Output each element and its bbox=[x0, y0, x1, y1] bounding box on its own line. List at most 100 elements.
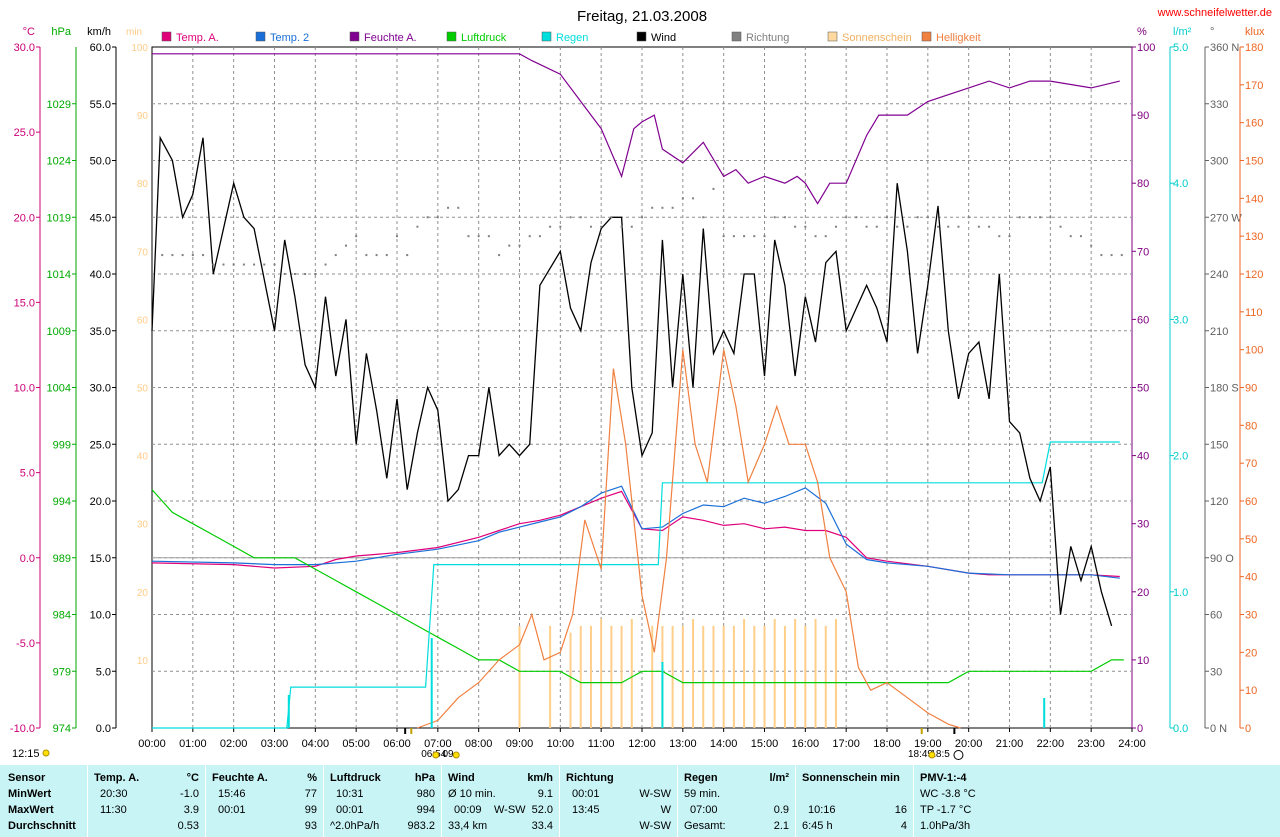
wind-tick-label: 10.0 bbox=[90, 610, 111, 622]
stats-temp: Temp. A. °C 20:30 -1.0 11:30 3.9 0.53 bbox=[88, 765, 206, 837]
x-tick-label: 00:00 bbox=[138, 738, 166, 750]
direction-point bbox=[804, 225, 807, 228]
direction-point bbox=[559, 225, 562, 228]
pressure-tick-label: 989 bbox=[53, 553, 71, 565]
legend-label: Temp. 2 bbox=[270, 32, 309, 44]
direction-point bbox=[610, 216, 613, 219]
sunshine-tick-label: 60 bbox=[137, 315, 149, 326]
x-tick-label: 21:00 bbox=[996, 738, 1024, 750]
stats-humidity: Feuchte A. % 15:46 77 00:01 99 93 bbox=[206, 765, 324, 837]
direction-point bbox=[834, 225, 837, 228]
pressure-avg: 983.2 bbox=[407, 820, 435, 832]
direction-point bbox=[436, 216, 439, 219]
direction-point bbox=[671, 206, 674, 209]
sun-total-time: 6:45 h bbox=[802, 820, 833, 832]
moon-icon bbox=[953, 750, 964, 760]
x-tick-label: 05:00 bbox=[342, 738, 370, 750]
stats-rowlabels: Sensor MinWert MaxWert Durchschnitt bbox=[0, 765, 88, 837]
humidity-tick-label: 60 bbox=[1137, 314, 1149, 326]
direction-point bbox=[181, 254, 184, 257]
direction-point bbox=[753, 235, 756, 238]
direction-point bbox=[202, 254, 205, 257]
wind-min: 9.1 bbox=[537, 788, 553, 800]
direction-point bbox=[365, 254, 368, 257]
direction-point bbox=[191, 254, 194, 257]
direction-tick-label: 150 bbox=[1210, 439, 1228, 451]
temp-avg: 0.53 bbox=[177, 820, 199, 832]
temp-min-time: 20:30 bbox=[100, 788, 128, 800]
sun-icon bbox=[452, 751, 460, 759]
pressure-tick-label: 1009 bbox=[47, 326, 71, 338]
wind-max-dir: W-SW bbox=[494, 804, 526, 816]
temp-max: 3.9 bbox=[183, 804, 199, 816]
pressure-tick-label: 1029 bbox=[47, 99, 71, 111]
direction-point bbox=[467, 235, 470, 238]
direction-point bbox=[498, 254, 501, 257]
direction-point bbox=[794, 225, 797, 228]
direction-tick-label: 60 bbox=[1210, 610, 1222, 622]
humidity-tick-label: 20 bbox=[1137, 587, 1149, 599]
sunshine-tick-label: 20 bbox=[137, 588, 149, 599]
rain-axis-unit: l/m² bbox=[1173, 26, 1192, 38]
direction-point bbox=[630, 225, 633, 228]
wind-tick-label: 15.0 bbox=[90, 553, 111, 565]
direction-tick-label: 30 bbox=[1210, 666, 1222, 678]
pmv-wc: WC -3.8 °C bbox=[920, 788, 976, 800]
rain-max-time: 07:00 bbox=[690, 804, 718, 816]
pressure-min-time: 10:31 bbox=[336, 788, 364, 800]
direction-point bbox=[263, 263, 266, 266]
humidity-unit: % bbox=[307, 772, 317, 784]
temp-tick-label: 10.0 bbox=[14, 383, 35, 395]
direction-header: Richtung bbox=[566, 772, 614, 784]
x-tick-label: 16:00 bbox=[792, 738, 820, 750]
x-tick-label: 01:00 bbox=[179, 738, 207, 750]
sunshine-tick-label: 50 bbox=[137, 384, 149, 395]
direction-avg: W-SW bbox=[639, 820, 671, 832]
stats-panel: Sensor MinWert MaxWert Durchschnitt Temp… bbox=[0, 765, 1280, 837]
wind-max: 52.0 bbox=[531, 804, 553, 816]
stats-pmv: PMV-1:-4 WC -3.8 °C TP -1.7 °C 1.0hPa/3h bbox=[914, 765, 1280, 837]
humidity-tick-label: 80 bbox=[1137, 178, 1149, 190]
chart-title: Freitag, 21.03.2008 bbox=[577, 8, 707, 25]
direction-point bbox=[579, 216, 582, 219]
legend-label: Sonnenschein bbox=[842, 32, 912, 44]
direction-tick-label: 360 N bbox=[1210, 42, 1239, 54]
site-link[interactable]: www.schneifelwetter.de bbox=[1157, 7, 1272, 19]
series-line-temp-a bbox=[151, 490, 1120, 578]
temp-tick-label: 20.0 bbox=[14, 212, 35, 224]
legend-label: Richtung bbox=[746, 32, 789, 44]
legend-swatch bbox=[827, 31, 838, 42]
brightness-tick-label: 100 bbox=[1245, 345, 1263, 357]
x-tick-label: 17:00 bbox=[832, 738, 860, 750]
direction-point bbox=[722, 235, 725, 238]
direction-tick-label: 240 bbox=[1210, 269, 1228, 281]
pressure-tick-label: 999 bbox=[53, 439, 71, 451]
brightness-tick-label: 10 bbox=[1245, 685, 1257, 697]
direction-point bbox=[212, 263, 215, 266]
x-tick-label: 11:00 bbox=[588, 738, 615, 750]
brightness-tick-label: 50 bbox=[1245, 534, 1257, 546]
pressure-tick-label: 994 bbox=[53, 496, 71, 508]
direction-max: W bbox=[660, 804, 671, 816]
stats-sun: Sonnenschein min 10:16 16 6:45 h 4 bbox=[796, 765, 914, 837]
humidity-max-time: 00:01 bbox=[218, 804, 246, 816]
sunrise-icon bbox=[432, 751, 440, 759]
direction-point bbox=[528, 235, 531, 238]
sun-marker-label: 18:49 bbox=[908, 749, 933, 760]
sunshine-tick-label: 90 bbox=[137, 111, 149, 122]
rain-unit: l/m² bbox=[769, 772, 789, 784]
wind-tick-label: 40.0 bbox=[90, 269, 111, 281]
direction-point bbox=[253, 263, 256, 266]
direction-point bbox=[447, 206, 450, 209]
direction-point bbox=[1110, 254, 1113, 257]
row-label-min: MinWert bbox=[8, 788, 52, 800]
direction-point bbox=[324, 263, 327, 266]
direction-point bbox=[161, 254, 164, 257]
sunshine-tick-label: 10 bbox=[137, 656, 149, 667]
direction-axis-unit: ° bbox=[1210, 26, 1214, 38]
direction-point bbox=[998, 235, 1001, 238]
x-tick-label: 10:00 bbox=[547, 738, 575, 750]
direction-tick-label: 0 N bbox=[1210, 723, 1227, 735]
direction-point bbox=[824, 235, 827, 238]
temp-axis-unit: °C bbox=[23, 26, 35, 38]
